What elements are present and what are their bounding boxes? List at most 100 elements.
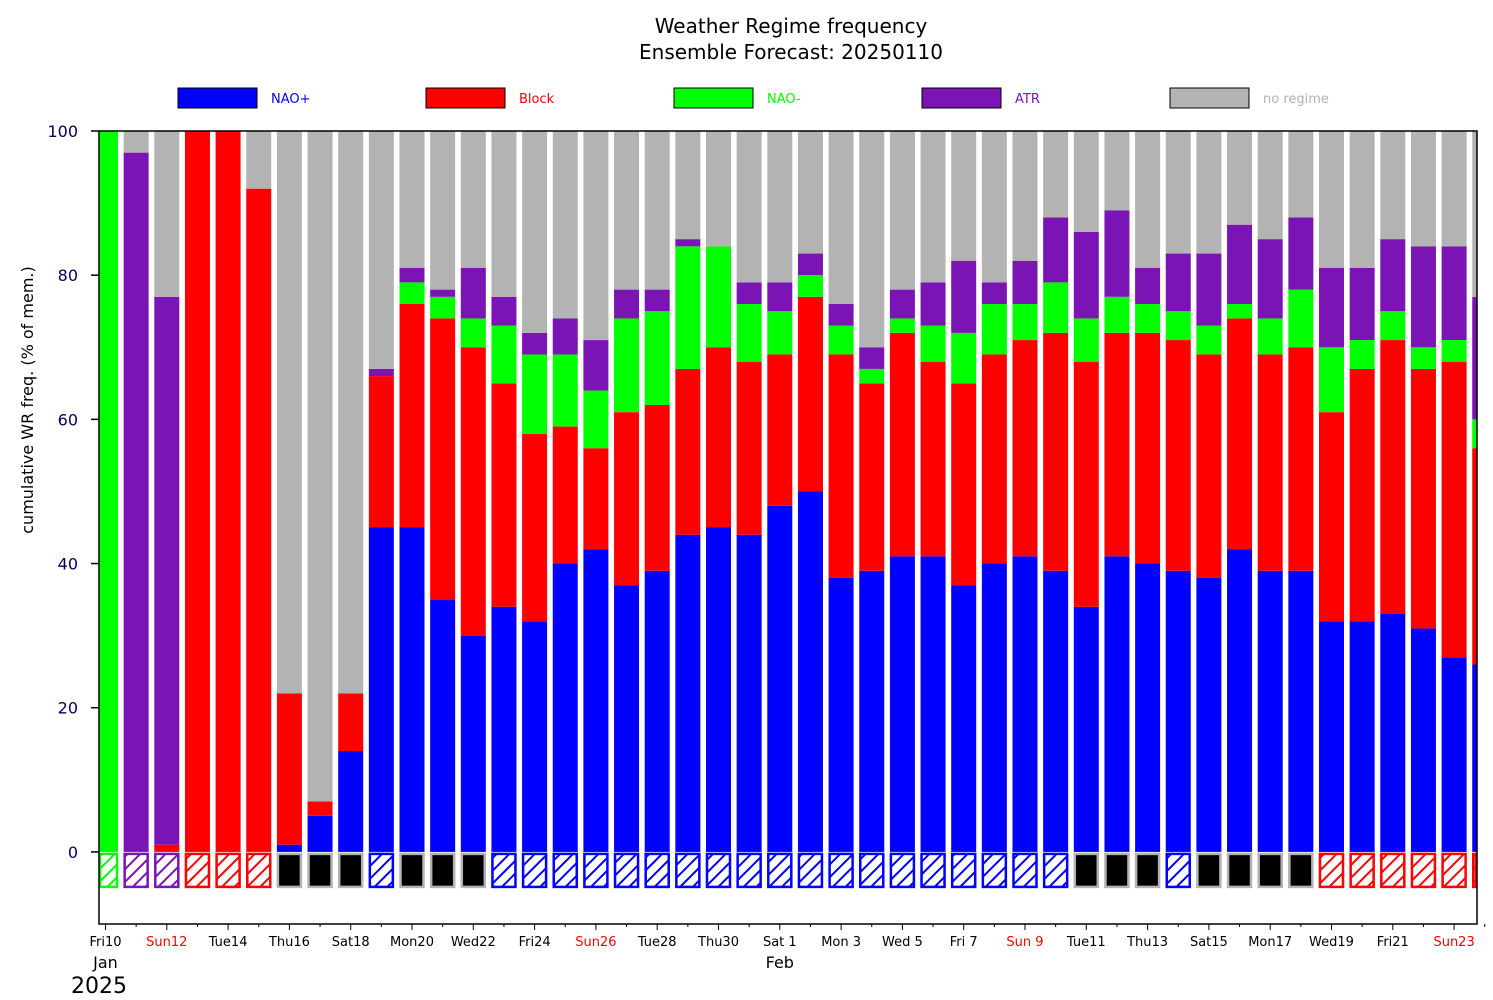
bar-segment-Block [1104, 332, 1130, 557]
regime-indicator-no-regime [429, 852, 456, 889]
bar-segment-ATR [1135, 267, 1161, 305]
bar-segment-Block [767, 354, 793, 506]
regime-indicator-NAO- [644, 852, 670, 889]
regime-indicator-NAO- [552, 852, 578, 889]
bar-segment-no-regime [1288, 131, 1314, 218]
bar-segment-Block [614, 412, 640, 586]
bar-segment-Block [215, 131, 241, 852]
bar-segment-NAO- [522, 354, 548, 434]
bar-segment-no-regime [1257, 131, 1283, 240]
regime-indicator-Block [1410, 852, 1437, 889]
bar-segment-NAO- [583, 549, 609, 852]
bar-segment-NAO- [614, 318, 640, 413]
bar-segment-NAO- [767, 311, 793, 355]
bar-segment-NAO- [1380, 614, 1406, 852]
bar-segment-ATR [859, 347, 885, 369]
bar-segment-ATR [1043, 217, 1069, 283]
legend-label-NAO-: NAO- [767, 92, 801, 107]
bar-segment-no-regime [1227, 131, 1253, 225]
bar-segment-ATR [522, 332, 548, 355]
legend-label-Block: Block [519, 92, 555, 107]
bar-segment-NAO- [276, 844, 302, 852]
bar-segment-NAO- [1227, 549, 1253, 852]
bar-segment-ATR [951, 260, 977, 333]
month-label: Feb [766, 953, 794, 972]
bar-segment-NAO- [460, 635, 486, 852]
month-label: Jan [92, 953, 118, 972]
x-tick-label: Fri10 [89, 935, 121, 950]
bar-segment-NAO- [1043, 282, 1069, 333]
regime-indicator-no-regime [399, 852, 425, 889]
bar-segment-NAO- [981, 563, 1007, 852]
bar-segment-NAO- [1043, 570, 1069, 852]
x-tick-label: Sat18 [332, 935, 370, 950]
x-tick-label: Sat15 [1190, 935, 1228, 950]
bar-segment-NAO- [430, 296, 456, 319]
bar-segment-Block [399, 304, 425, 528]
bar-segment-no-regime [706, 131, 731, 247]
x-tick-label: Fri 7 [950, 935, 978, 950]
bar-segment-no-regime [1380, 131, 1406, 240]
legend-label-ATR: ATR [1015, 92, 1040, 107]
y-tick-label: 60 [58, 410, 78, 429]
bar-segment-NAO- [614, 585, 640, 852]
x-tick-label: Fri24 [519, 935, 551, 950]
bar-segment-no-regime [246, 131, 272, 189]
bar-segment-no-regime [276, 131, 302, 694]
bar-segment-no-regime [1073, 131, 1099, 232]
regime-indicator-NAO- [736, 852, 762, 889]
bar-segment-NAO- [460, 318, 486, 348]
bar-segment-no-regime [1319, 131, 1344, 268]
bar-segment-Block [1288, 347, 1314, 571]
bar-segment-NAO- [99, 131, 118, 852]
bar-segment-no-regime [951, 131, 977, 261]
x-tick-label: Mon17 [1248, 935, 1292, 950]
bar-segment-ATR [460, 267, 486, 319]
bar-segment-NAO- [1135, 563, 1161, 852]
regime-indicator-no-regime [460, 852, 487, 889]
bar-segment-NAO- [706, 527, 731, 852]
bar-segment-ATR [1104, 210, 1130, 297]
bar-segment-Block [522, 433, 548, 622]
bar-segment-Block [307, 801, 333, 816]
bar-segment-NAO- [1319, 621, 1344, 852]
bar-segment-NAO- [1012, 556, 1038, 852]
bar-segment-no-regime [1410, 131, 1436, 247]
bar-segment-NAO- [1257, 570, 1283, 852]
bar-segment-ATR [1380, 239, 1406, 312]
bar-segment-ATR [767, 282, 793, 312]
dominant-regime-indicators [98, 852, 1478, 889]
y-tick-label: 0 [68, 843, 78, 862]
regime-indicator-NAO- [859, 852, 885, 889]
bar-segment-NAO- [552, 563, 578, 852]
bar-segment-NAO- [644, 311, 670, 405]
bar-segment-no-regime [1196, 131, 1222, 254]
bar-segment-NAO- [1073, 606, 1099, 852]
bar-segment-Block [430, 318, 456, 600]
x-tick-label: Thu16 [268, 935, 310, 950]
regime-indicator-no-regime [1226, 852, 1253, 889]
bar-segment-NAO- [797, 491, 823, 852]
regime-indicator-ATR [154, 852, 180, 889]
bar-segment-Block [951, 383, 977, 586]
x-tick-label: Mon 3 [821, 935, 861, 950]
regime-indicator-no-regime [1288, 852, 1314, 889]
regime-indicator-NAO- [613, 852, 640, 889]
bar-segment-no-regime [644, 131, 670, 290]
regime-indicator-no-regime [307, 852, 333, 889]
regime-indicator-no-regime [276, 852, 303, 889]
bar-segment-NAO- [675, 246, 701, 369]
regime-indicator-Block [246, 852, 272, 889]
bar-segment-no-regime [552, 131, 578, 319]
regime-indicator-Block [215, 852, 241, 889]
bar-segment-Block [797, 296, 823, 492]
bar-segment-NAO- [736, 304, 762, 362]
regime-indicator-NAO- [981, 852, 1008, 889]
bar-segment-no-regime [1349, 131, 1375, 268]
regime-indicator-NAO- [889, 852, 916, 889]
bar-segment-NAO- [1349, 621, 1375, 852]
bar-segment-no-regime [368, 131, 394, 369]
bar-segment-NAO- [1073, 318, 1099, 362]
bar-segment-no-regime [583, 131, 609, 341]
bar-segment-ATR [1349, 267, 1375, 341]
